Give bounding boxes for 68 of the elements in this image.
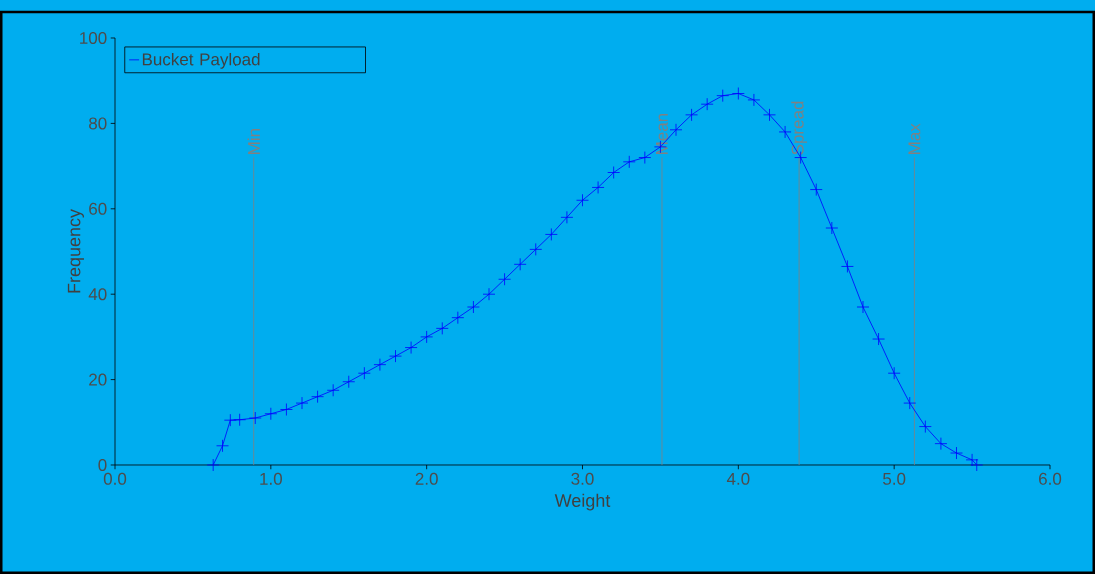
point xyxy=(311,390,324,404)
point xyxy=(389,349,402,363)
x-tick-label: 4.0 xyxy=(726,472,750,485)
point xyxy=(934,437,948,451)
point xyxy=(233,413,247,427)
point xyxy=(435,321,449,335)
x-tick-label: 3.0 xyxy=(571,472,594,485)
point xyxy=(841,260,854,273)
x-tick-label: 2.0 xyxy=(415,472,438,485)
point xyxy=(216,439,229,453)
point xyxy=(607,166,621,179)
y-tick-label: 100 xyxy=(80,31,107,45)
ref-line-label: Spread xyxy=(791,101,808,155)
point xyxy=(544,228,558,241)
point xyxy=(560,210,574,224)
y-tick-label: 80 xyxy=(89,117,107,130)
point xyxy=(248,411,262,425)
point xyxy=(280,403,293,416)
point xyxy=(529,242,543,256)
point xyxy=(404,341,418,354)
point xyxy=(591,181,605,194)
y-tick-label: 0 xyxy=(98,458,107,472)
point xyxy=(342,375,356,389)
point xyxy=(264,407,278,421)
point xyxy=(731,87,745,100)
point xyxy=(576,193,589,207)
point xyxy=(887,366,901,380)
point xyxy=(223,413,237,427)
ref-line-label: Mean xyxy=(656,113,668,154)
point xyxy=(856,300,870,314)
point xyxy=(295,396,309,410)
point xyxy=(638,151,652,164)
ref-line-label: Max xyxy=(908,123,921,154)
point xyxy=(498,272,511,286)
point xyxy=(903,396,917,410)
y-tick-label: 40 xyxy=(88,288,107,301)
point xyxy=(622,155,636,169)
point xyxy=(747,93,761,107)
point xyxy=(825,221,839,235)
point xyxy=(872,332,885,346)
x-axis-title: Weight xyxy=(554,493,611,511)
x-tick-label: 6.0 xyxy=(1039,472,1062,485)
y-tick-label: 20 xyxy=(89,373,107,386)
point xyxy=(716,89,730,103)
point xyxy=(451,311,465,325)
point xyxy=(950,446,963,460)
x-tick-label: 1.0 xyxy=(260,472,282,485)
ref-line-label: Min xyxy=(247,129,260,154)
x-tick-label: 0.0 xyxy=(103,472,127,485)
point xyxy=(809,183,823,196)
point xyxy=(326,383,340,397)
point xyxy=(763,108,776,122)
point xyxy=(206,458,220,472)
point xyxy=(685,108,698,122)
y-axis-title: Frequency xyxy=(67,209,84,293)
point xyxy=(482,287,496,301)
point xyxy=(669,123,683,137)
x-tick-label: 5.0 xyxy=(883,472,906,485)
legend-label: Bucket Payload xyxy=(142,52,260,69)
point xyxy=(467,300,480,314)
point xyxy=(373,358,387,372)
point xyxy=(513,257,527,271)
point xyxy=(420,330,434,344)
point xyxy=(918,420,932,433)
point xyxy=(357,366,371,380)
point xyxy=(778,125,792,139)
y-tick-label: 60 xyxy=(89,202,107,215)
point xyxy=(700,97,714,111)
